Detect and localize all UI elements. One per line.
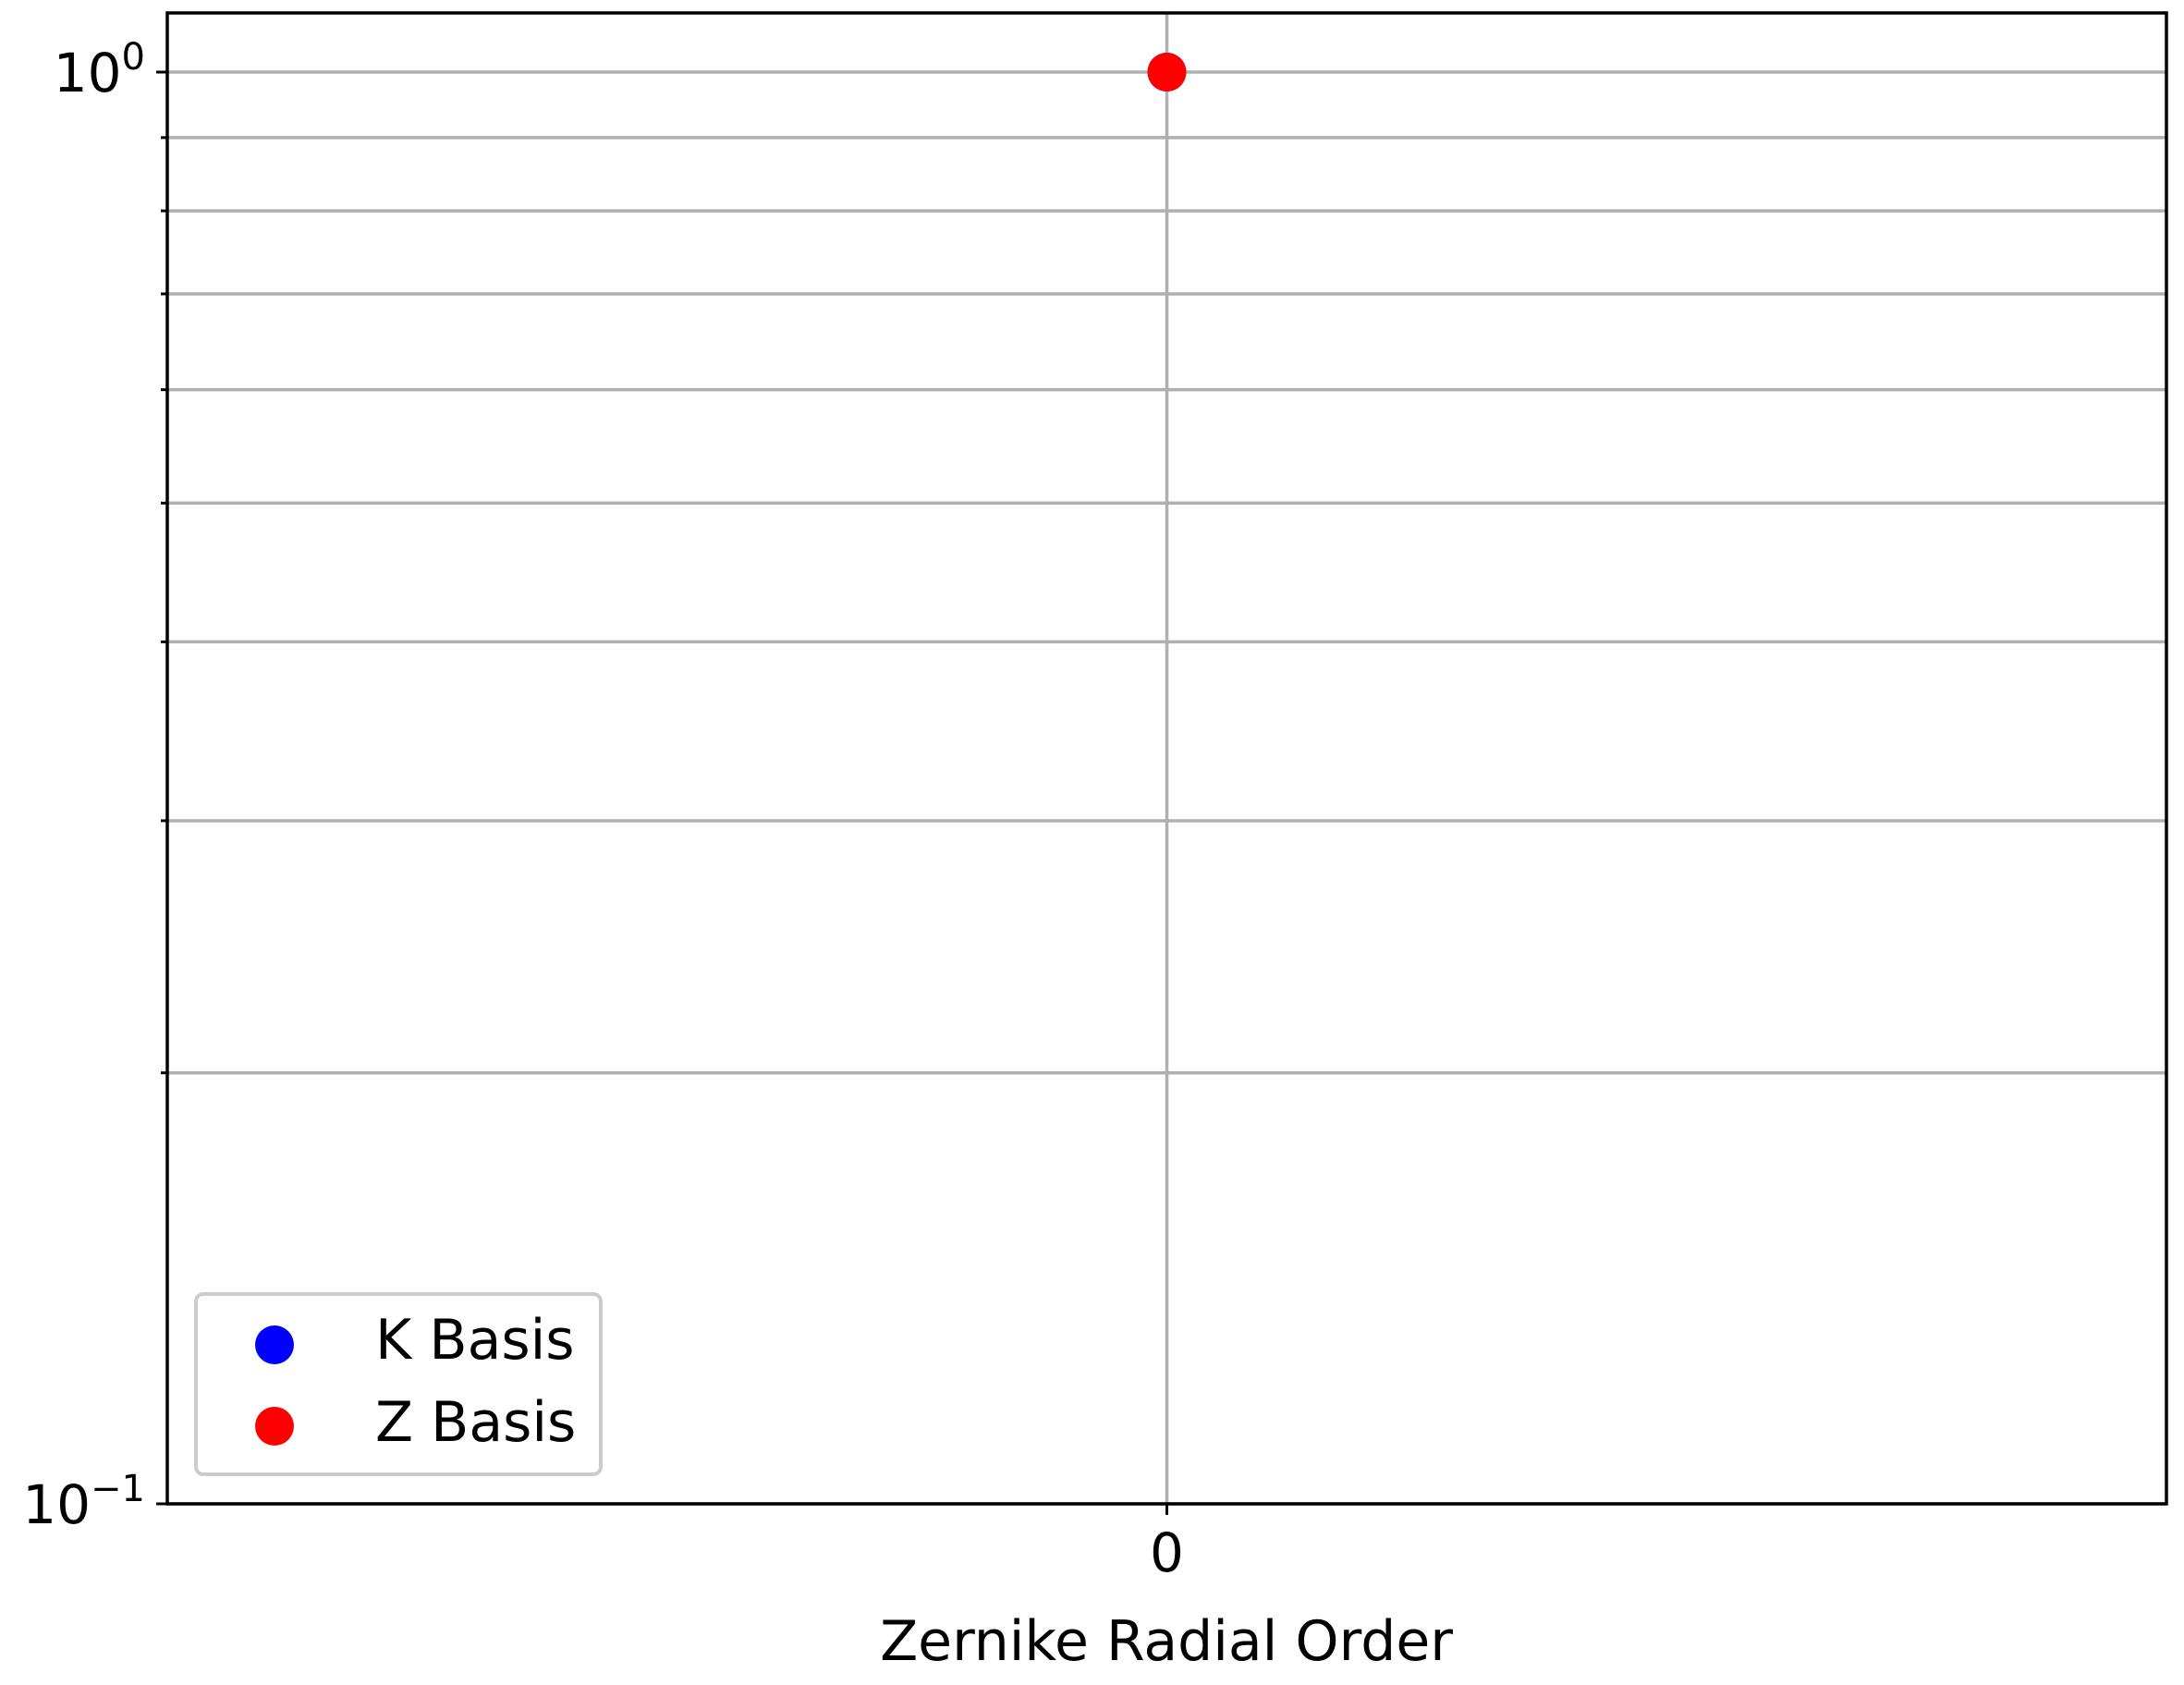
legend-marker-z-basis: [255, 1407, 294, 1446]
legend-marker-k-basis: [255, 1325, 294, 1364]
y-tick-label: 10−1: [22, 1468, 145, 1536]
legend: K Basis Z Basis: [194, 1292, 603, 1476]
axis-ticks: 100 10−1 0: [22, 36, 1184, 1584]
x-axis-label: Zernike Radial Order: [880, 1609, 1453, 1674]
legend-label-z-basis: Z Basis: [375, 1390, 576, 1455]
x-tick-label: 0: [1150, 1521, 1184, 1584]
data-series: [1147, 53, 1187, 92]
y-tick-label: 100: [54, 36, 145, 104]
legend-label-k-basis: K Basis: [375, 1308, 575, 1373]
grid-lines: [167, 13, 2166, 1506]
legend-box: [194, 1292, 603, 1476]
data-point-z-basis: [1147, 53, 1187, 92]
